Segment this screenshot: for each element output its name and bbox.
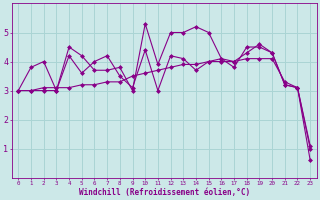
X-axis label: Windchill (Refroidissement éolien,°C): Windchill (Refroidissement éolien,°C) (79, 188, 250, 197)
